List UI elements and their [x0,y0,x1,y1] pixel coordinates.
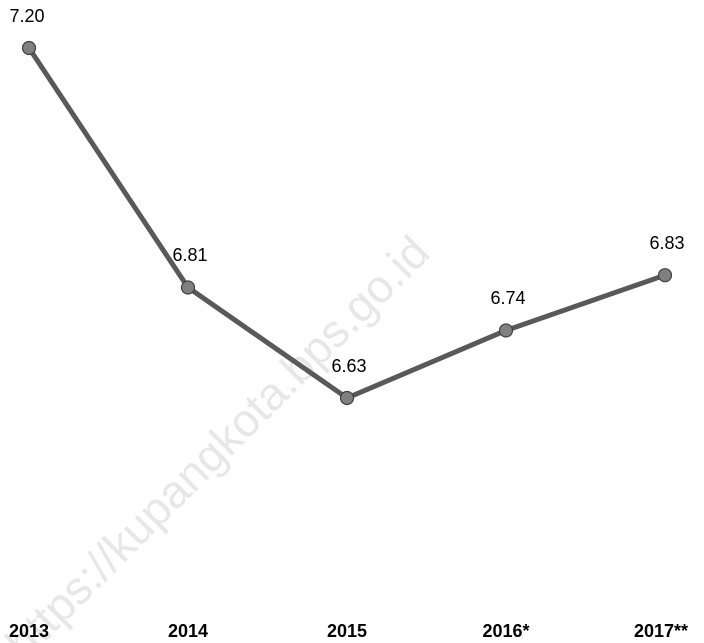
point [657,268,673,283]
x-tick-label: 2015 [327,621,367,641]
x-tick-label: 2014 [168,621,208,641]
x-tick-label: 2017** [634,621,688,641]
data-label: 6.63 [331,356,366,376]
x-tick-label: 2013 [9,621,49,641]
data-label: 7.20 [9,6,44,26]
data-label: 6.74 [490,288,525,308]
point [180,280,196,295]
data-label: 6.81 [172,245,207,265]
point [339,390,355,406]
x-tick-label: 2016* [482,621,529,641]
watermark: https://kupangkota.bps.go.id [0,225,439,643]
data-label: 6.83 [649,233,684,253]
point [498,323,514,338]
point [21,40,37,56]
